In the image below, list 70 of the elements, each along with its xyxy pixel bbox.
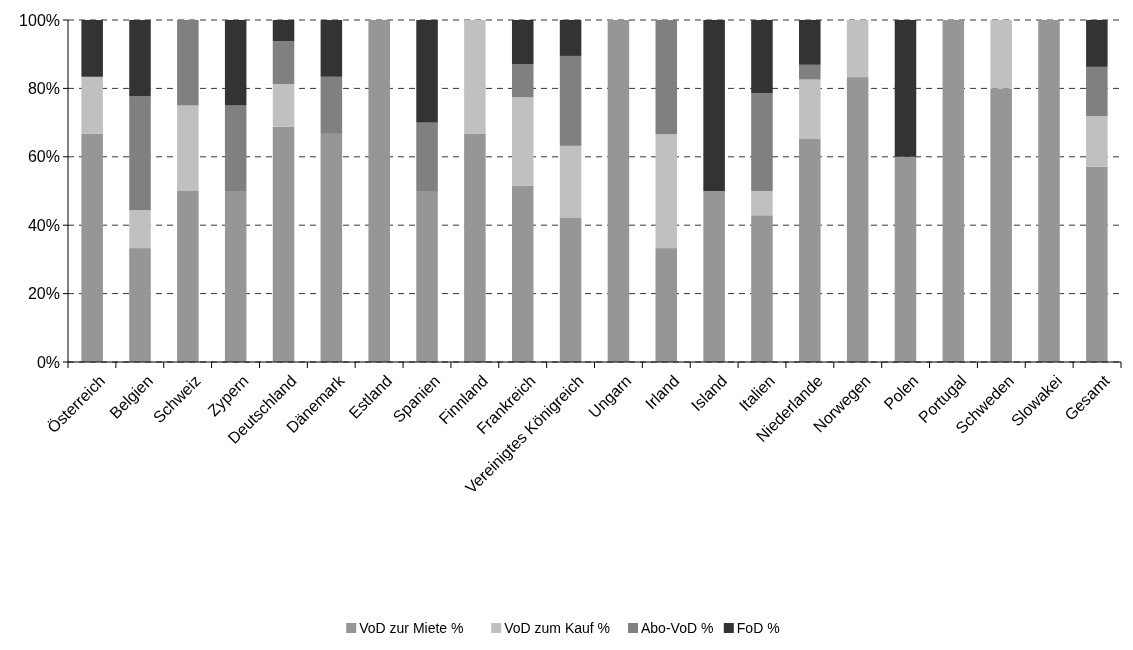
bar bbox=[511, 185, 534, 362]
bar bbox=[799, 20, 821, 65]
bar bbox=[177, 191, 199, 362]
bar bbox=[1086, 66, 1108, 117]
bar bbox=[799, 139, 821, 362]
bar bbox=[990, 20, 1012, 89]
bar bbox=[416, 20, 438, 123]
y-tick-label: 100% bbox=[19, 11, 60, 29]
bar bbox=[511, 64, 534, 98]
y-tick-label: 0% bbox=[36, 353, 60, 371]
bar bbox=[846, 20, 869, 78]
bar bbox=[464, 20, 486, 134]
bar bbox=[751, 215, 773, 362]
bar bbox=[607, 20, 630, 362]
bar bbox=[559, 218, 582, 362]
bar bbox=[1086, 20, 1108, 67]
bar bbox=[1038, 20, 1060, 362]
bar bbox=[751, 191, 773, 216]
bar bbox=[559, 55, 582, 146]
y-tick-label: 60% bbox=[27, 148, 60, 166]
bar bbox=[129, 210, 151, 249]
bar bbox=[942, 20, 965, 362]
bar bbox=[990, 88, 1012, 362]
bar bbox=[129, 20, 151, 97]
legend-label: FoD % bbox=[736, 619, 780, 636]
bar bbox=[751, 20, 773, 94]
bar bbox=[846, 77, 869, 362]
y-tick-label: 80% bbox=[27, 80, 60, 97]
bar bbox=[894, 156, 917, 362]
bar bbox=[703, 191, 725, 362]
bar bbox=[272, 126, 295, 362]
bar bbox=[511, 97, 534, 186]
bar bbox=[511, 20, 534, 65]
bar bbox=[272, 41, 295, 84]
bar bbox=[129, 248, 151, 362]
bar bbox=[81, 76, 103, 134]
bar bbox=[894, 20, 917, 157]
legend-label: VoD zum Kauf % bbox=[504, 619, 611, 636]
bar bbox=[177, 20, 199, 106]
bar bbox=[655, 134, 678, 249]
bar bbox=[81, 133, 103, 362]
bar bbox=[81, 20, 103, 77]
bar bbox=[224, 20, 247, 106]
bar bbox=[799, 64, 821, 80]
bar bbox=[655, 248, 678, 362]
bar bbox=[1086, 116, 1108, 167]
bar bbox=[559, 20, 582, 56]
bar bbox=[272, 83, 295, 127]
y-tick-label: 20% bbox=[27, 285, 60, 303]
bar bbox=[1086, 166, 1108, 362]
bar bbox=[655, 20, 678, 135]
bar bbox=[703, 20, 725, 191]
bar bbox=[320, 133, 343, 362]
bar bbox=[272, 20, 295, 42]
y-tick-label: 40% bbox=[27, 216, 60, 234]
bar bbox=[464, 133, 486, 362]
legend-label: Abo-VoD % bbox=[641, 619, 714, 636]
bar bbox=[320, 20, 343, 77]
bar bbox=[320, 76, 343, 134]
bar bbox=[416, 191, 438, 362]
bar bbox=[368, 20, 390, 362]
bar bbox=[751, 93, 773, 191]
legend-label: VoD zur Miete % bbox=[359, 619, 464, 636]
bar bbox=[224, 191, 247, 362]
bar bbox=[416, 122, 438, 191]
bar bbox=[799, 79, 821, 140]
bar bbox=[129, 96, 151, 211]
bar bbox=[224, 105, 247, 191]
bar bbox=[177, 105, 199, 191]
bar bbox=[559, 145, 582, 219]
